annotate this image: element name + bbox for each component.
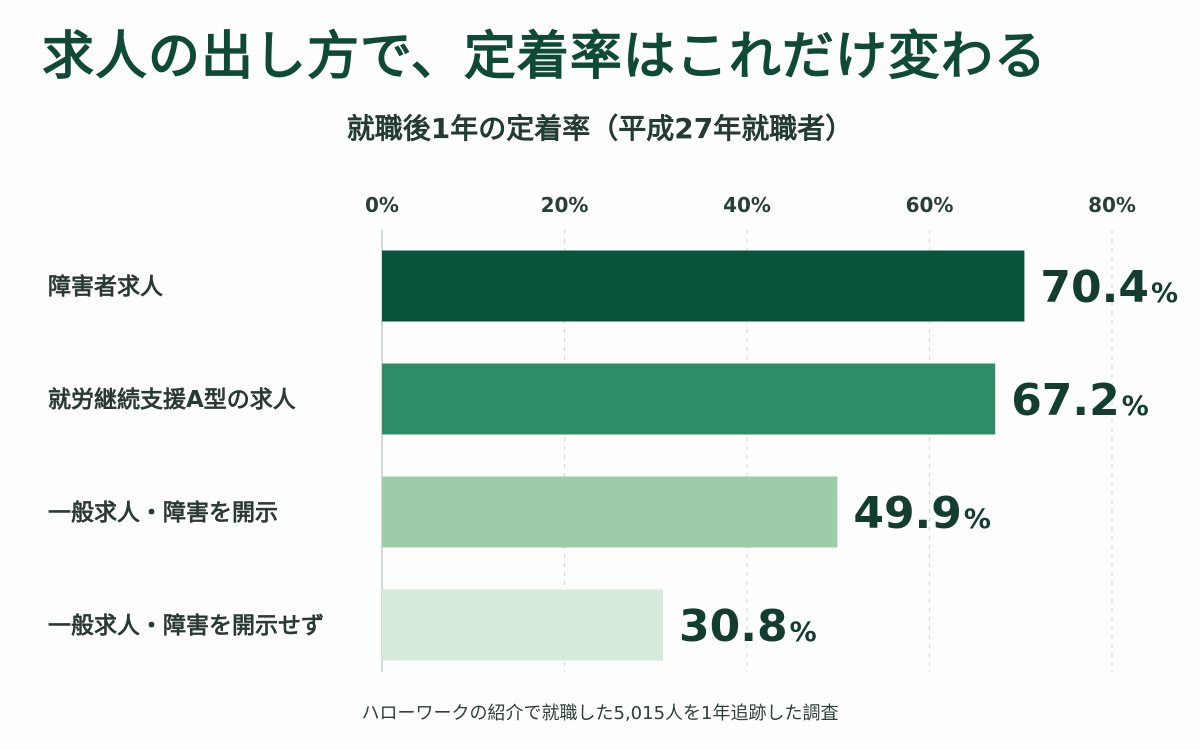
data-label-unit: % (1122, 391, 1149, 422)
data-label: 49.9% (853, 488, 991, 539)
bar (382, 476, 838, 548)
x-tick-label: 0% (365, 193, 399, 217)
data-label-value: 67.2 (1011, 375, 1120, 426)
data-label-unit: % (790, 617, 817, 648)
x-tick-label: 80% (1088, 193, 1136, 217)
category-label: 就労継続支援A型の求人 (48, 386, 297, 413)
x-tick-label: 40% (723, 193, 771, 217)
data-label: 67.2% (1011, 375, 1149, 426)
data-label-value: 49.9 (853, 488, 962, 539)
bar (382, 589, 664, 661)
x-tick-label: 60% (906, 193, 954, 217)
x-tick-label: 20% (541, 193, 589, 217)
bar (382, 250, 1025, 322)
data-label: 70.4% (1040, 262, 1178, 313)
source-note: ハローワークの紹介で就職した5,015人を1年追跡した調査 (361, 703, 839, 724)
data-label-unit: % (964, 504, 991, 535)
data-label-value: 70.4 (1040, 262, 1149, 313)
data-label-value: 30.8 (679, 601, 788, 652)
category-label: 一般求人・障害を開示 (48, 499, 278, 526)
category-label: 一般求人・障害を開示せず (48, 612, 324, 639)
bar (382, 363, 996, 435)
data-label: 30.8% (679, 601, 817, 652)
page-title: 求人の出し方で、定着率はこれだけ変わる (42, 27, 1047, 87)
category-label: 障害者求人 (48, 273, 164, 300)
data-label-unit: % (1151, 278, 1178, 309)
chart-title: 就職後1年の定着率（平成27年就職者） (346, 112, 854, 145)
